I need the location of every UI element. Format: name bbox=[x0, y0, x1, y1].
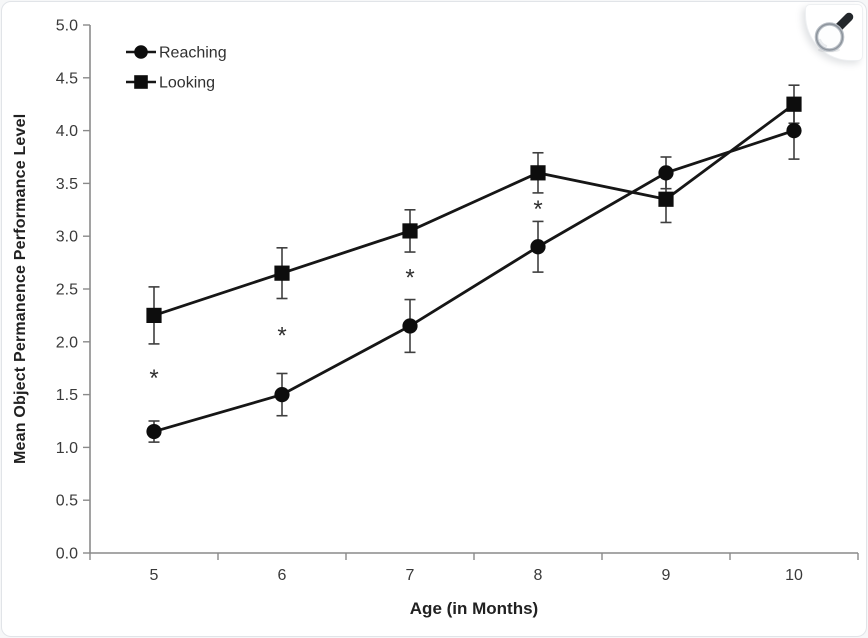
marker-square-looking bbox=[274, 265, 290, 281]
marker-square-looking bbox=[402, 223, 418, 239]
x-axis-title: Age (in Months) bbox=[409, 599, 539, 618]
marker-square-looking bbox=[786, 96, 802, 112]
x-tick-label: 5 bbox=[150, 567, 159, 584]
x-tick-label: 7 bbox=[406, 567, 415, 584]
x-tick-label: 9 bbox=[662, 567, 671, 584]
legend-marker-square bbox=[134, 75, 148, 89]
y-tick-label: 4.0 bbox=[56, 123, 78, 140]
significance-asterisk: * bbox=[405, 264, 414, 291]
y-tick-label: 0.5 bbox=[56, 493, 78, 510]
series-line-reaching bbox=[153, 129, 795, 433]
series-line-looking bbox=[153, 103, 795, 317]
legend-label-reaching: Reaching bbox=[159, 45, 227, 62]
significance-asterisk: * bbox=[277, 323, 286, 350]
marker-circle-reaching bbox=[274, 387, 290, 403]
zoom-button[interactable] bbox=[805, 4, 863, 61]
marker-circle-reaching bbox=[658, 165, 674, 181]
marker-square-looking bbox=[530, 165, 546, 181]
y-tick-label: 0.0 bbox=[56, 546, 78, 563]
marker-square-looking bbox=[146, 307, 162, 323]
significance-asterisk: * bbox=[533, 196, 542, 223]
y-tick-label: 4.5 bbox=[56, 70, 78, 87]
y-tick-label: 1.5 bbox=[56, 387, 78, 404]
x-tick-label: 10 bbox=[785, 567, 803, 584]
magnifier-icon bbox=[814, 12, 854, 53]
y-tick-label: 2.5 bbox=[56, 282, 78, 299]
y-tick-label: 2.0 bbox=[56, 334, 78, 351]
x-tick-label: 6 bbox=[278, 567, 287, 584]
y-tick-label: 3.0 bbox=[56, 229, 78, 246]
significance-asterisk: * bbox=[149, 365, 158, 392]
legend-label-looking: Looking bbox=[159, 75, 215, 92]
x-tick-label: 8 bbox=[534, 567, 543, 584]
marker-circle-reaching bbox=[786, 123, 802, 139]
marker-circle-reaching bbox=[146, 423, 162, 440]
marker-circle-reaching bbox=[402, 318, 418, 334]
y-tick-label: 5.0 bbox=[56, 18, 78, 35]
y-tick-label: 1.0 bbox=[56, 440, 78, 457]
y-tick-label: 3.5 bbox=[56, 176, 78, 193]
marker-circle-reaching bbox=[530, 239, 546, 255]
marker-square-looking bbox=[658, 191, 674, 207]
legend-marker-circle bbox=[134, 45, 148, 59]
